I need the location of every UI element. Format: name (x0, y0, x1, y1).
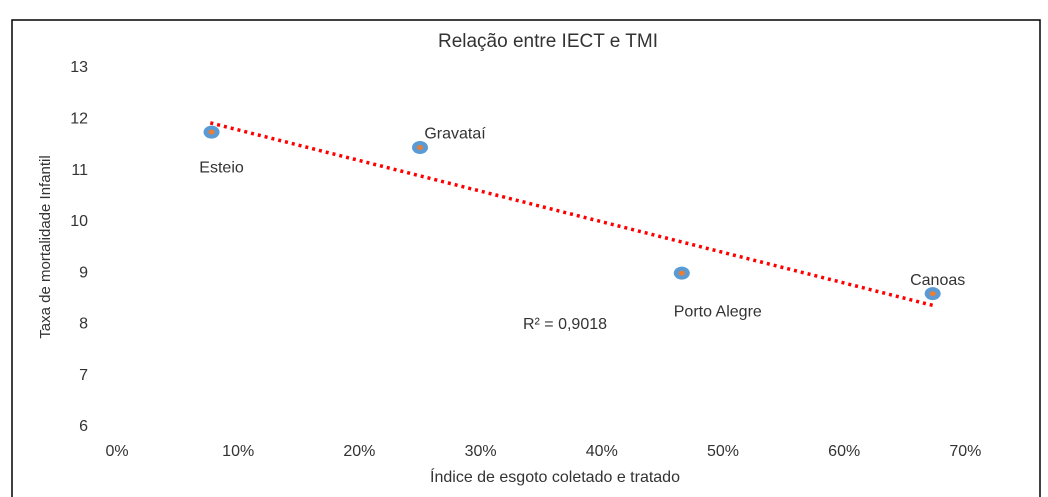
r-squared-label: R² = 0,9018 (523, 316, 607, 333)
x-tick-label: 40% (586, 443, 618, 460)
x-tick-label: 20% (343, 443, 375, 460)
point-label: Canoas (910, 272, 965, 289)
point-label: Esteio (199, 159, 244, 176)
x-tick-label: 30% (465, 443, 497, 460)
x-axis-label: Índice de esgoto coletado e tratado (430, 467, 680, 486)
x-tick-label: 60% (828, 443, 860, 460)
y-tick-label: 7 (79, 367, 88, 384)
x-tick-label: 70% (949, 443, 981, 460)
y-tick-label: 12 (70, 111, 88, 128)
point-label: Gravataí (424, 126, 486, 143)
chart-title: Relação entre IECT e TMI (438, 31, 658, 52)
y-tick-label: 11 (71, 162, 88, 179)
point (673, 266, 690, 280)
point (924, 287, 941, 301)
y-tick-label: 9 (79, 264, 88, 281)
trendline (209, 121, 936, 308)
x-tick-label: 0% (105, 443, 128, 460)
point (412, 140, 428, 154)
y-axis-label: Taxa de mortalidade Infantil (37, 155, 54, 338)
y-tick-label: 8 (79, 316, 88, 333)
y-tick-label: 6 (79, 418, 88, 435)
y-tick-label: 10 (70, 213, 88, 230)
x-tick-label: 50% (707, 443, 739, 460)
chart-frame (11, 19, 1041, 497)
point-label: Porto Alegre (674, 303, 762, 320)
y-tick-label: 13 (70, 59, 88, 76)
point (203, 125, 220, 139)
x-tick-label: 10% (222, 443, 254, 460)
